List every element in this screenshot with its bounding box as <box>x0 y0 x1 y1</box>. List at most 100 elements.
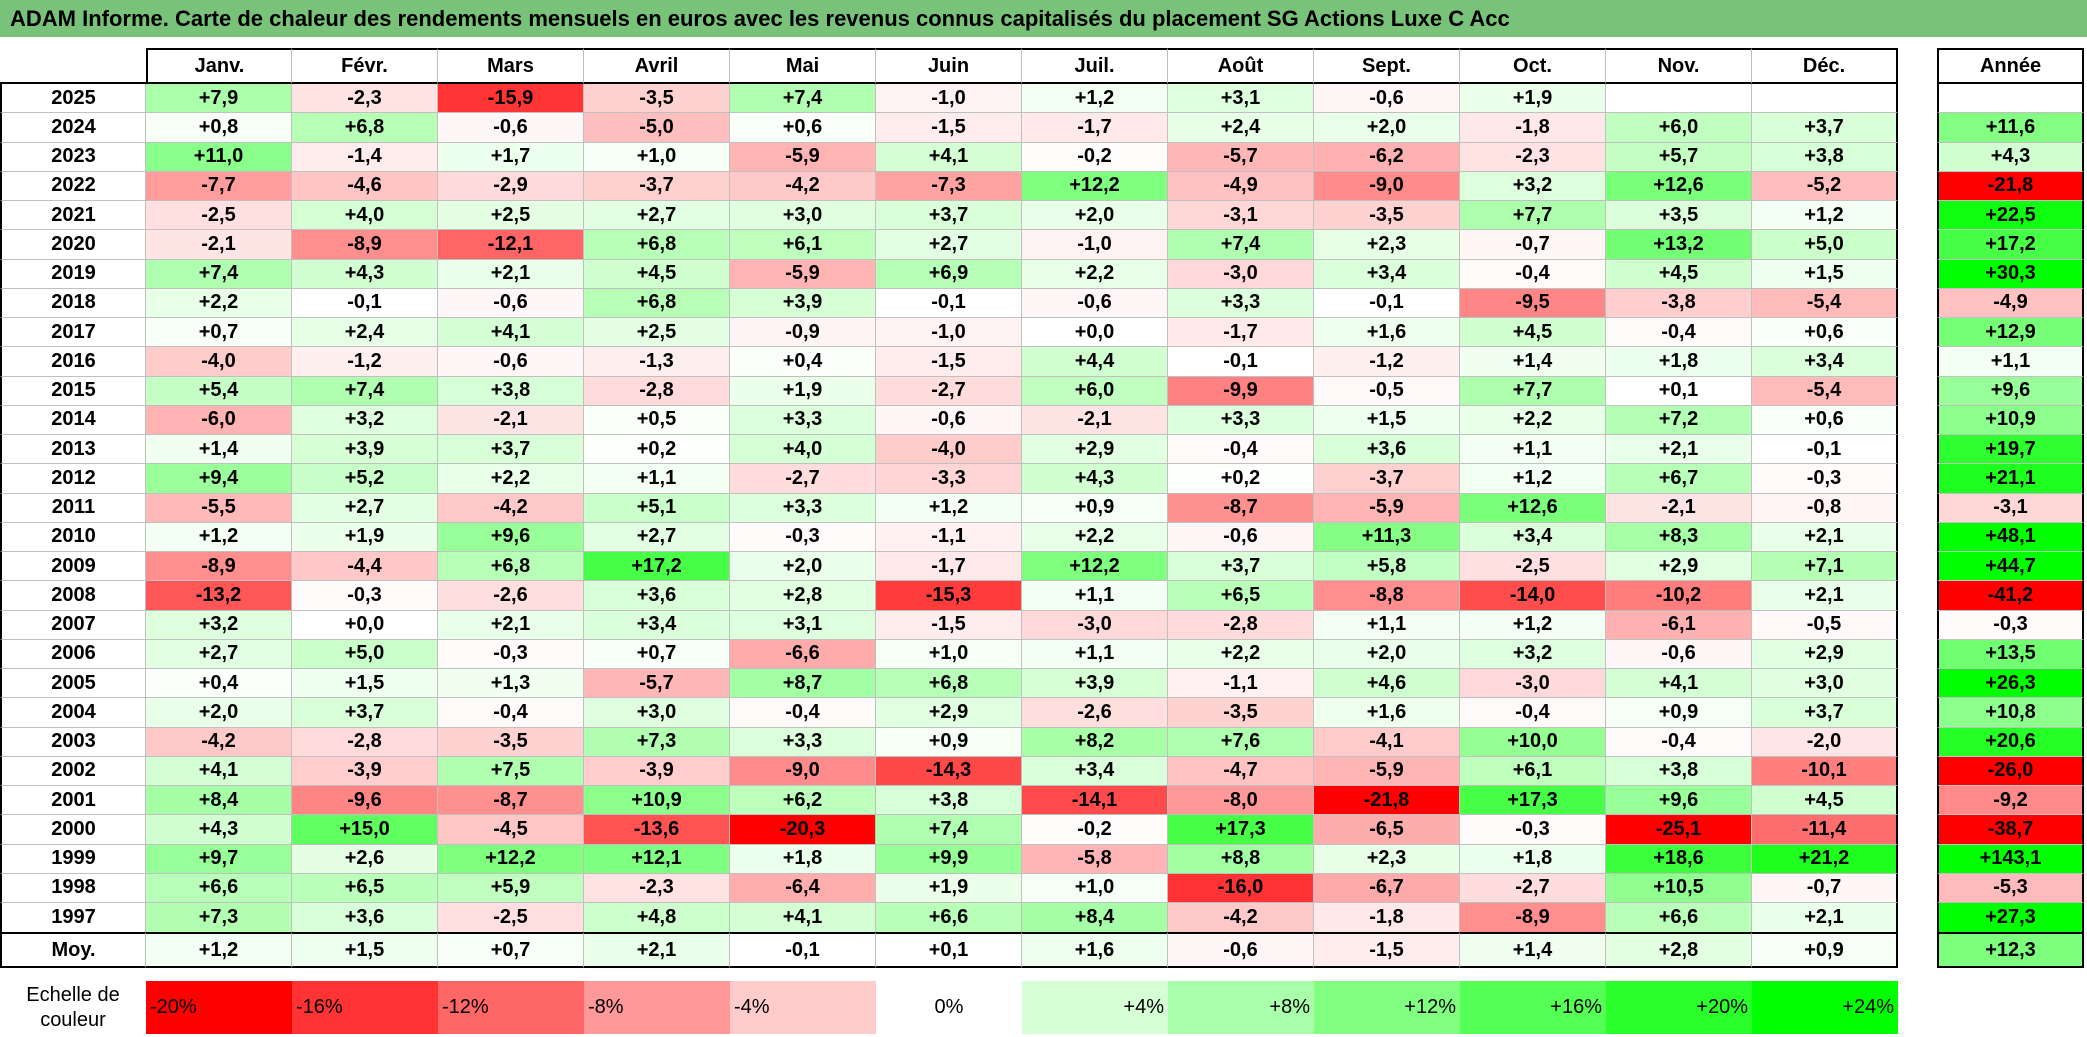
heatmap-cell: +3,8 <box>1752 142 1898 172</box>
heatmap-cell: +1,4 <box>146 435 292 465</box>
average-cell: -0,1 <box>730 932 876 969</box>
annual-cell: +10,8 <box>1937 698 2084 728</box>
year-label: 2000 <box>0 815 146 845</box>
heatmap-cell: +2,1 <box>438 610 584 640</box>
average-cell: +0,9 <box>1752 932 1898 969</box>
color-scale-swatch: -8% <box>584 981 730 1034</box>
heatmap-cell: +9,7 <box>146 844 292 874</box>
heatmap-cell: +1,0 <box>1022 873 1168 903</box>
heatmap-cell: +2,9 <box>1606 552 1752 582</box>
heatmap-cell: -9,9 <box>1168 376 1314 406</box>
annual-cell: +1,1 <box>1937 347 2084 377</box>
heatmap-cell: -3,0 <box>1022 610 1168 640</box>
annual-cell: +22,5 <box>1937 201 2084 231</box>
annual-cell: -4,9 <box>1937 288 2084 318</box>
annual-cell: +13,5 <box>1937 639 2084 669</box>
heatmap-cell: +3,2 <box>1460 171 1606 201</box>
heatmap-cell: -25,1 <box>1606 815 1752 845</box>
heatmap-cell: +8,8 <box>1168 844 1314 874</box>
heatmap-cell: -11,4 <box>1752 815 1898 845</box>
heatmap-cell: -5,4 <box>1752 376 1898 406</box>
heatmap-cell: -2,5 <box>146 201 292 231</box>
heatmap-cell: +2,5 <box>584 318 730 348</box>
year-label: 2003 <box>0 727 146 757</box>
heatmap-cell: +8,3 <box>1606 522 1752 552</box>
year-label: 2016 <box>0 347 146 377</box>
heatmap-cell: -3,9 <box>292 756 438 786</box>
heatmap-cell: -1,5 <box>876 347 1022 377</box>
year-label: 2014 <box>0 405 146 435</box>
heatmap-cell: +18,6 <box>1606 844 1752 874</box>
heatmap-cell: +6,0 <box>1022 376 1168 406</box>
heatmap-cell: +1,1 <box>1022 639 1168 669</box>
heatmap-cell: -4,7 <box>1168 756 1314 786</box>
heatmap-cell: +10,9 <box>584 786 730 816</box>
heatmap-cell: -2,3 <box>292 84 438 114</box>
heatmap-cell: +2,1 <box>1752 522 1898 552</box>
heatmap-cell: +12,2 <box>1022 171 1168 201</box>
year-label: 2015 <box>0 376 146 406</box>
heatmap-cell: +3,9 <box>1022 669 1168 699</box>
heatmap-cell: -3,5 <box>1168 698 1314 728</box>
heatmap-cell: +7,4 <box>1168 230 1314 260</box>
heatmap-cell: +3,1 <box>730 610 876 640</box>
heatmap-cell: -13,6 <box>584 815 730 845</box>
heatmap-cell: -21,8 <box>1314 786 1460 816</box>
heatmap-cell: -2,3 <box>1460 142 1606 172</box>
heatmap-cell: +17,2 <box>584 552 730 582</box>
heatmap-cell: +1,2 <box>146 522 292 552</box>
heatmap-cell: -10,2 <box>1606 581 1752 611</box>
heatmap-cell: -1,8 <box>1460 113 1606 143</box>
heatmap-cell: +0,6 <box>1752 405 1898 435</box>
heatmap-cell: +2,3 <box>1314 230 1460 260</box>
heatmap-cell: +1,8 <box>730 844 876 874</box>
heatmap-cell: +2,2 <box>1022 522 1168 552</box>
annual-cell: +4,3 <box>1937 142 2084 172</box>
heatmap-cell: -14,3 <box>876 756 1022 786</box>
heatmap-cell: +2,6 <box>292 844 438 874</box>
annual-cell: +30,3 <box>1937 259 2084 289</box>
heatmap-cell: +1,2 <box>1460 610 1606 640</box>
heatmap-cell: +11,3 <box>1314 522 1460 552</box>
heatmap-cell: +4,3 <box>1022 464 1168 494</box>
annual-cell: +48,1 <box>1937 522 2084 552</box>
heatmap-cell: +1,7 <box>438 142 584 172</box>
heatmap-cell: +1,9 <box>1460 84 1606 114</box>
year-label: 2005 <box>0 669 146 699</box>
heatmap-cell: -2,7 <box>1460 873 1606 903</box>
heatmap-cell: -0,3 <box>438 639 584 669</box>
heatmap-cell: +6,5 <box>1168 581 1314 611</box>
heatmap-cell: +2,9 <box>876 698 1022 728</box>
year-label: 2019 <box>0 259 146 289</box>
heatmap-cell: -0,6 <box>438 288 584 318</box>
heatmap-cell: +1,4 <box>1460 347 1606 377</box>
heatmap-cell: +4,1 <box>876 142 1022 172</box>
heatmap-cell: +2,1 <box>438 259 584 289</box>
annual-cell: +143,1 <box>1937 844 2084 874</box>
heatmap-cell: -8,9 <box>292 230 438 260</box>
heatmap-cell: +1,1 <box>1022 581 1168 611</box>
heatmap-cell: -4,4 <box>292 552 438 582</box>
heatmap-cell: -0,4 <box>1460 698 1606 728</box>
heatmap-cell: +9,4 <box>146 464 292 494</box>
heatmap-cell: -8,9 <box>1460 903 1606 933</box>
heatmap-cell: +3,6 <box>584 581 730 611</box>
annual-cell: -38,7 <box>1937 815 2084 845</box>
heatmap-cell: -1,0 <box>876 84 1022 114</box>
heatmap-cell: +3,7 <box>876 201 1022 231</box>
heatmap-cell: -4,2 <box>730 171 876 201</box>
year-label: 2018 <box>0 288 146 318</box>
heatmap-cell: -5,9 <box>1314 756 1460 786</box>
heatmap-cell: +1,9 <box>730 376 876 406</box>
heatmap-cell: -5,7 <box>1168 142 1314 172</box>
month-header: Juil. <box>1022 48 1168 84</box>
heatmap-cell: -0,3 <box>730 522 876 552</box>
heatmap-cell: -0,4 <box>1606 318 1752 348</box>
heatmap-cell: -6,6 <box>730 639 876 669</box>
heatmap-cell: +3,4 <box>1460 522 1606 552</box>
heatmap-cell: +7,4 <box>876 815 1022 845</box>
heatmap-cell: +7,4 <box>730 84 876 114</box>
heatmap-cell: -7,3 <box>876 171 1022 201</box>
heatmap-cell: +0,6 <box>730 113 876 143</box>
heatmap-cell: +3,2 <box>146 610 292 640</box>
